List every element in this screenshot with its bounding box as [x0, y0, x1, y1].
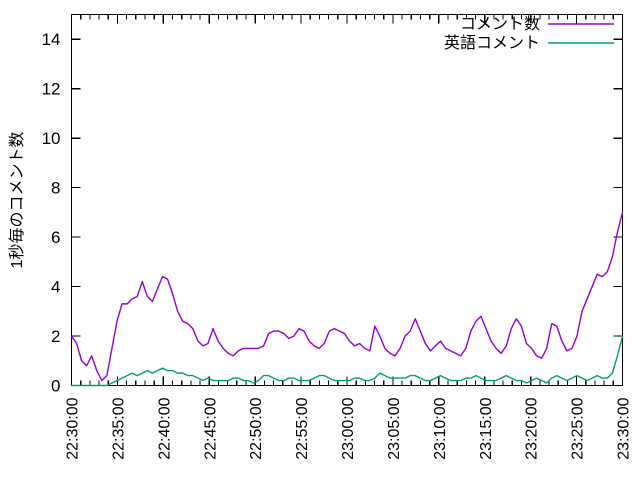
- x-tick-label: 22:35:00: [110, 397, 127, 459]
- x-tick-label: 22:30:00: [65, 397, 82, 459]
- y-tick-label: 2: [51, 327, 60, 346]
- x-tick-label: 23:20:00: [524, 397, 541, 459]
- x-tick-label: 22:45:00: [202, 397, 219, 459]
- y-tick-label: 12: [42, 80, 61, 99]
- y-axis-tick-labels: 0 2 4 6 8 10 12 14: [42, 30, 61, 395]
- x-tick-label: 22:40:00: [156, 397, 173, 459]
- x-tick-label: 23:15:00: [478, 397, 495, 459]
- legend-label-1: コメント数: [460, 15, 540, 33]
- y-axis-title: 1秒毎のコメント数: [8, 132, 26, 269]
- y-axis-ticks: [71, 38, 623, 387]
- y-axis-title-text: 1秒毎のコメント数: [8, 132, 26, 269]
- y-tick-label: 6: [51, 228, 60, 247]
- x-tick-label: 23:30:00: [616, 397, 633, 459]
- x-tick-label: 22:50:00: [248, 397, 265, 459]
- x-tick-label: 23:10:00: [432, 397, 449, 459]
- y-tick-label: 4: [51, 278, 60, 297]
- y-tick-label: 14: [42, 30, 61, 49]
- x-axis-tick-labels: 22:30:00 22:35:00 22:40:00 22:45:00 22:50:00…: [65, 397, 633, 459]
- series-line-2: [70, 335, 624, 387]
- x-tick-label: 23:25:00: [570, 397, 587, 459]
- y-tick-label: 0: [51, 377, 60, 396]
- legend-label-2: 英語コメント: [444, 34, 540, 52]
- x-tick-label: 23:00:00: [340, 397, 357, 459]
- series-group: [70, 211, 624, 387]
- series-line-1: [70, 211, 624, 382]
- y-tick-label: 10: [42, 129, 61, 148]
- x-tick-label: 23:05:00: [386, 397, 403, 459]
- x-tick-label: 22:55:00: [294, 397, 311, 459]
- y-tick-label: 8: [51, 179, 60, 198]
